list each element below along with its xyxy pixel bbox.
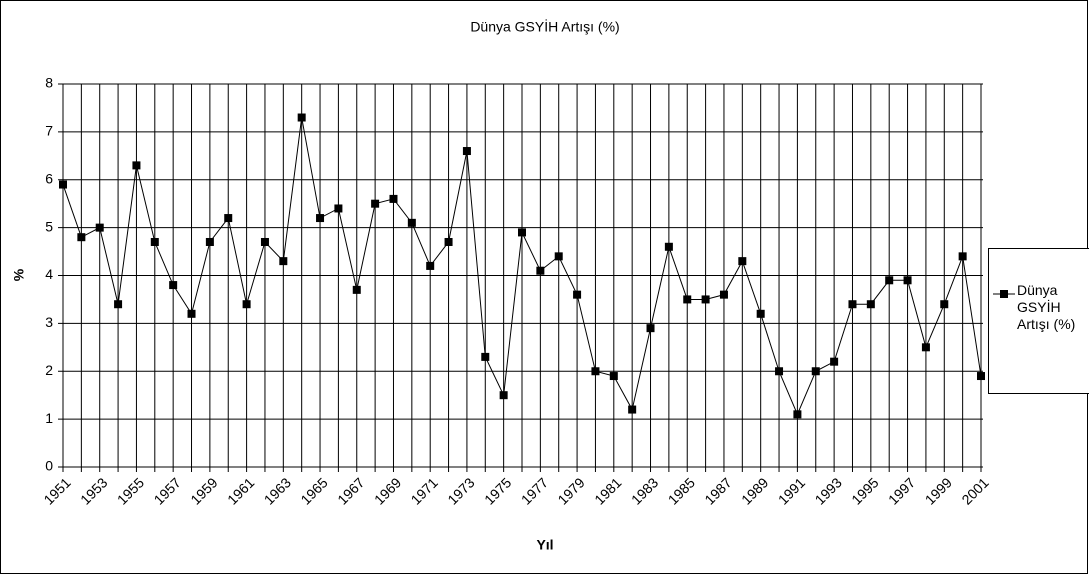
marker <box>609 372 618 381</box>
marker <box>334 204 343 213</box>
marker <box>297 113 306 122</box>
marker <box>77 233 86 242</box>
marker <box>224 214 233 223</box>
marker <box>775 367 784 376</box>
marker <box>518 228 526 237</box>
y-tick-label: 7 <box>45 123 53 139</box>
marker <box>481 352 490 361</box>
marker <box>646 324 655 333</box>
marker <box>664 242 673 251</box>
y-tick-label: 6 <box>45 170 53 186</box>
marker <box>316 214 325 223</box>
marker <box>169 281 178 290</box>
marker <box>573 290 582 299</box>
y-tick-label: 0 <box>45 458 53 474</box>
y-tick-label: 1 <box>45 410 53 426</box>
marker <box>132 161 141 170</box>
marker <box>738 257 747 266</box>
marker <box>279 257 288 266</box>
marker <box>59 180 67 189</box>
marker <box>628 405 637 414</box>
marker <box>389 194 398 203</box>
legend-box <box>988 248 1089 394</box>
marker <box>150 237 159 246</box>
y-axis-label: % <box>11 268 27 281</box>
marker <box>499 391 508 400</box>
marker <box>407 218 416 227</box>
marker <box>719 290 728 299</box>
marker <box>903 276 912 285</box>
x-axis-label: Yıl <box>536 537 553 553</box>
legend-marker <box>1000 290 1008 298</box>
marker <box>554 252 563 261</box>
marker <box>940 300 949 309</box>
marker <box>921 343 930 352</box>
marker <box>885 276 894 285</box>
y-tick-label: 8 <box>45 75 53 91</box>
marker <box>958 252 967 261</box>
marker <box>591 367 600 376</box>
marker <box>444 237 453 246</box>
marker <box>830 357 839 366</box>
marker <box>536 266 545 275</box>
y-tick-label: 2 <box>45 362 53 378</box>
marker <box>95 223 104 232</box>
marker <box>683 295 692 304</box>
marker <box>371 199 380 208</box>
marker <box>114 300 123 309</box>
marker <box>811 367 820 376</box>
marker <box>866 300 875 309</box>
marker <box>462 147 471 156</box>
marker <box>701 295 710 304</box>
marker <box>977 372 985 381</box>
marker <box>187 309 196 318</box>
marker <box>205 237 214 246</box>
y-tick-label: 4 <box>45 266 53 282</box>
y-tick-label: 5 <box>45 218 53 234</box>
legend-label: Dünya GSYİH Artışı (%) <box>1017 282 1076 332</box>
marker <box>793 410 802 419</box>
chart-title: Dünya GSYİH Artışı (%) <box>470 18 619 35</box>
marker <box>242 300 251 309</box>
marker <box>756 309 765 318</box>
y-tick-label: 3 <box>45 314 53 330</box>
marker <box>426 261 435 270</box>
marker <box>260 237 269 246</box>
marker <box>352 285 361 294</box>
marker <box>848 300 857 309</box>
